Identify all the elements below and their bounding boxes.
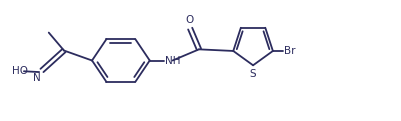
Text: HO: HO <box>12 66 28 76</box>
Text: S: S <box>249 69 256 79</box>
Text: N: N <box>32 73 40 83</box>
Text: O: O <box>185 15 193 25</box>
Text: Br: Br <box>284 46 295 56</box>
Text: NH: NH <box>164 56 180 65</box>
